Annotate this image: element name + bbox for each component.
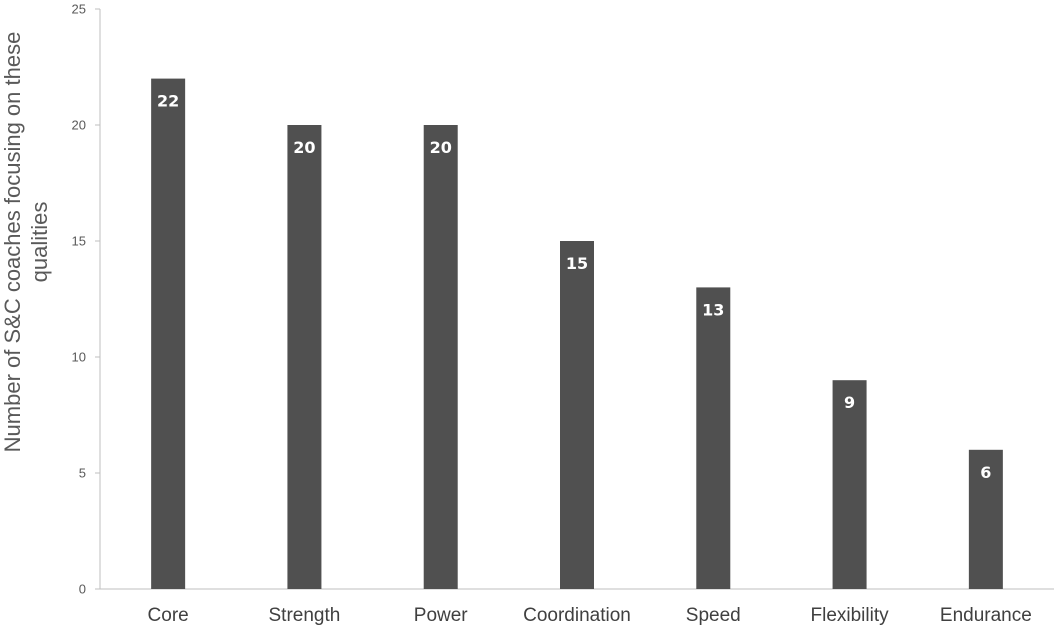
y-tick-label: 5	[79, 466, 86, 481]
bar	[696, 287, 731, 589]
y-axis-title-line-2: qualities	[27, 202, 52, 283]
bar	[832, 380, 867, 589]
bar-data-label: 6	[980, 463, 991, 482]
y-tick-label: 20	[72, 118, 86, 133]
y-axis-title-line-1: Number of S&C coaches focusing on these	[0, 32, 25, 453]
bar	[151, 78, 186, 589]
y-axis-title: Number of S&C coaches focusing on these …	[0, 32, 52, 453]
y-tick-label: 10	[72, 350, 86, 365]
y-tick-label: 15	[72, 234, 86, 249]
bar-data-label: 13	[702, 300, 724, 319]
bar-data-label: 20	[293, 138, 315, 157]
bar	[968, 449, 1003, 589]
y-tick-label: 25	[72, 2, 86, 17]
category-label: Endurance	[940, 605, 1032, 626]
bar	[560, 241, 594, 589]
category-labels: Core Strength Power Coordination Speed Flexib…	[148, 605, 1032, 626]
y-tick-label: 0	[79, 582, 86, 597]
category-label: Flexibility	[811, 605, 890, 626]
category-label: Strength	[269, 605, 341, 626]
bar	[287, 125, 322, 589]
category-label: Speed	[686, 605, 741, 626]
bar-data-label: 9	[844, 393, 855, 412]
y-ticks: 0 5 10 15 20 25	[72, 2, 100, 597]
category-label: Core	[148, 605, 189, 626]
bar-data-label: 15	[566, 254, 588, 273]
bar-data-label: 22	[157, 92, 179, 111]
bars: 22 20 20 15 13 9 6	[151, 78, 1003, 589]
bar-data-label: 20	[430, 138, 452, 157]
category-label: Coordination	[523, 605, 631, 626]
bar	[423, 125, 458, 589]
category-label: Power	[414, 605, 469, 626]
